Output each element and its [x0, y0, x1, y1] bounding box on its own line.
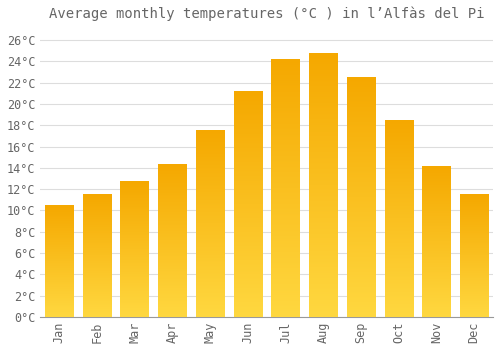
Title: Average monthly temperatures (°C ) in l’Alfàs del Pi: Average monthly temperatures (°C ) in l’… [49, 7, 484, 21]
